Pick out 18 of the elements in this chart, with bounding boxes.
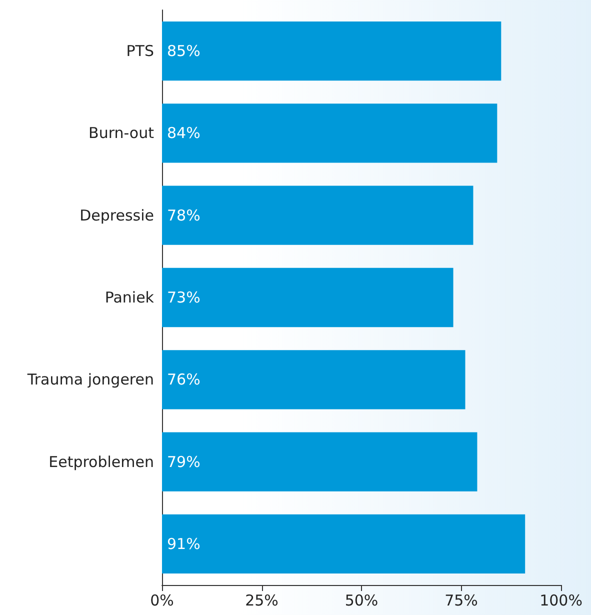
data-label: 73% (167, 288, 200, 306)
y-tick-label: PTS (126, 42, 154, 60)
x-tick-label: 100% (540, 592, 582, 610)
data-label: 84% (167, 124, 200, 142)
data-label: 76% (167, 370, 200, 389)
data-label: 78% (167, 206, 200, 224)
y-tick-label: Paniek (104, 288, 154, 306)
y-tick-label: Trauma jongeren (26, 370, 154, 389)
x-tick-label: 50% (344, 592, 378, 610)
x-tick-label: 0% (150, 592, 174, 610)
data-label: 85% (167, 42, 200, 60)
x-tick-label: 75% (444, 592, 478, 610)
data-label: 79% (167, 452, 200, 471)
y-tick-label: Eetproblemen (48, 452, 154, 471)
x-tick-label: 25% (245, 592, 278, 610)
y-tick-label: Depressie (80, 206, 154, 224)
y-tick-label: Burn-out (88, 124, 154, 142)
data-label: 91% (167, 534, 200, 553)
